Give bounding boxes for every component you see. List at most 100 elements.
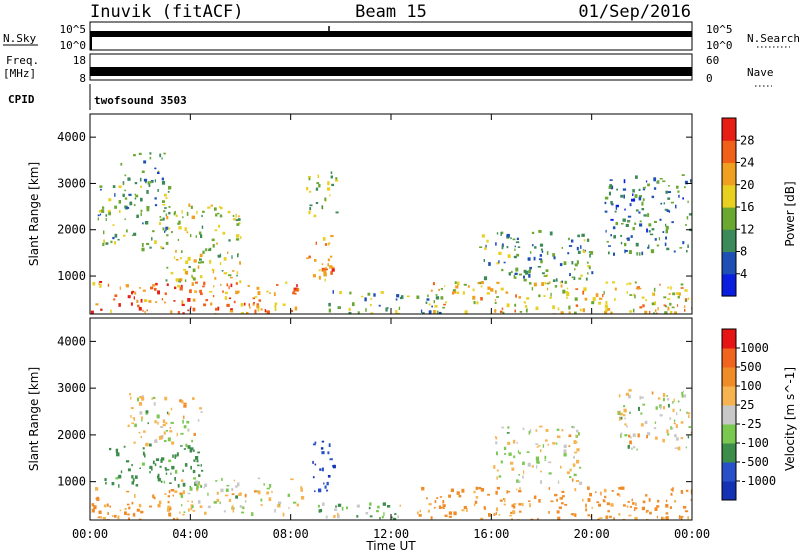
y-tick-label: 4000 bbox=[57, 130, 86, 144]
heatmap-cell bbox=[120, 163, 123, 166]
heatmap-cell bbox=[434, 500, 437, 504]
heatmap-cell bbox=[133, 204, 136, 207]
heatmap-cell bbox=[684, 180, 688, 185]
colorbar-tick-label: 4 bbox=[740, 267, 747, 281]
heatmap-cell bbox=[306, 257, 310, 260]
heatmap-cell bbox=[557, 435, 560, 438]
heatmap-cell bbox=[154, 197, 157, 200]
heatmap-cell bbox=[315, 187, 319, 191]
heatmap-cell bbox=[369, 304, 372, 307]
heatmap-cell bbox=[498, 475, 502, 478]
heatmap-cell bbox=[109, 447, 112, 451]
heatmap-cell bbox=[180, 284, 183, 288]
heatmap-cell bbox=[636, 252, 638, 256]
heatmap-cell bbox=[494, 299, 497, 301]
heatmap-cell bbox=[153, 402, 156, 406]
heatmap-cell bbox=[649, 310, 651, 314]
heatmap-cell bbox=[172, 494, 174, 497]
heatmap-cell bbox=[160, 459, 163, 463]
heatmap-cell bbox=[664, 208, 668, 211]
colorbar-swatch bbox=[722, 229, 736, 253]
heatmap-cell bbox=[258, 299, 262, 302]
heatmap-cell bbox=[628, 514, 632, 517]
heatmap-cell bbox=[171, 441, 175, 445]
heatmap-cell bbox=[573, 276, 576, 280]
heatmap-cell bbox=[501, 426, 505, 429]
heatmap-cell bbox=[317, 174, 320, 178]
heatmap-cell bbox=[228, 498, 232, 502]
heatmap-cell bbox=[107, 511, 109, 515]
heatmap-cell bbox=[136, 508, 140, 512]
heatmap-cell bbox=[687, 516, 690, 520]
heatmap-cell bbox=[495, 490, 498, 495]
heatmap-cell bbox=[327, 258, 330, 262]
heatmap-cell bbox=[678, 292, 681, 296]
heatmap-cell bbox=[132, 478, 135, 482]
heatmap-cell bbox=[352, 302, 355, 307]
colorbar-swatch bbox=[722, 348, 736, 368]
heatmap-cell bbox=[525, 308, 528, 313]
colorbar-tick-label: -500 bbox=[740, 455, 769, 469]
heatmap-cell bbox=[545, 429, 549, 432]
heatmap-cell bbox=[575, 480, 579, 482]
heatmap-cell bbox=[592, 297, 596, 301]
heatmap-cell bbox=[518, 452, 521, 455]
heatmap-cell bbox=[670, 492, 673, 496]
heatmap-cell bbox=[558, 435, 561, 439]
heatmap-cell bbox=[209, 247, 212, 251]
heatmap-cell bbox=[560, 497, 563, 500]
heatmap-cell bbox=[217, 212, 220, 215]
heatmap-cell bbox=[632, 189, 635, 193]
heatmap-cell bbox=[664, 311, 668, 314]
colorbar-tick-label: -25 bbox=[740, 417, 762, 431]
heatmap-cell bbox=[241, 511, 245, 514]
heatmap-cell bbox=[247, 285, 250, 287]
heatmap-cell bbox=[266, 491, 270, 495]
heatmap-cell bbox=[646, 435, 648, 439]
heatmap-cell bbox=[573, 473, 577, 477]
heatmap-cell bbox=[191, 505, 194, 509]
heatmap-cell bbox=[183, 268, 187, 271]
heatmap-cell bbox=[667, 398, 670, 401]
colorbar-tick-label: 20 bbox=[740, 178, 754, 192]
heatmap-cell bbox=[92, 282, 96, 286]
heatmap-cell bbox=[430, 289, 433, 292]
heatmap-cell bbox=[365, 512, 369, 515]
heatmap-cell bbox=[214, 207, 217, 211]
heatmap-cell bbox=[687, 200, 689, 204]
time-tick-label: 00:00 bbox=[674, 527, 710, 541]
heatmap-cell bbox=[142, 451, 145, 456]
heatmap-cell bbox=[221, 270, 224, 272]
heatmap-cell bbox=[165, 226, 169, 230]
heatmap-cell bbox=[197, 481, 200, 485]
heatmap-cell bbox=[641, 296, 645, 299]
heatmap-cell bbox=[190, 205, 193, 209]
heatmap-cell bbox=[533, 282, 537, 287]
heatmap-cell bbox=[396, 294, 400, 298]
heatmap-cell bbox=[117, 515, 120, 520]
heatmap-cell bbox=[116, 452, 120, 457]
heatmap-cell bbox=[613, 235, 616, 239]
heatmap-cell bbox=[537, 266, 542, 268]
heatmap-cell bbox=[225, 488, 229, 492]
heatmap-cell bbox=[221, 477, 223, 481]
heatmap-cell bbox=[615, 204, 619, 208]
heatmap-cell bbox=[624, 249, 626, 254]
heatmap-cell bbox=[118, 484, 120, 488]
heatmap-cell bbox=[235, 219, 239, 222]
heatmap-cell bbox=[622, 518, 626, 520]
heatmap-cell bbox=[192, 469, 196, 474]
y-tick-label: 3000 bbox=[57, 381, 86, 395]
heatmap-cell bbox=[178, 220, 181, 225]
heatmap-cell bbox=[537, 460, 540, 464]
heatmap-cell bbox=[517, 450, 520, 453]
heatmap-cell bbox=[253, 490, 257, 493]
heatmap-cell bbox=[655, 436, 658, 440]
heatmap-cell bbox=[327, 187, 331, 191]
heatmap-cell bbox=[223, 257, 227, 261]
heatmap-cell bbox=[456, 491, 460, 495]
heatmap-cell bbox=[198, 261, 202, 264]
heatmap-cell bbox=[114, 205, 117, 209]
heatmap-cell bbox=[203, 486, 205, 489]
heatmap-cell bbox=[323, 482, 325, 485]
